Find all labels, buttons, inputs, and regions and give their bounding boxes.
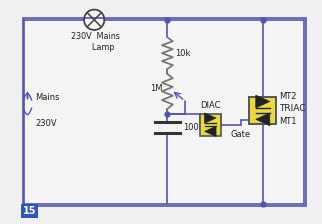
Text: TRIAC: TRIAC <box>279 104 305 113</box>
Text: DIAC: DIAC <box>200 101 221 110</box>
Polygon shape <box>204 126 216 136</box>
Polygon shape <box>204 113 216 123</box>
Text: MT2: MT2 <box>279 92 296 101</box>
Bar <box>249 97 276 124</box>
FancyBboxPatch shape <box>23 18 306 206</box>
Text: 10k: 10k <box>175 49 191 58</box>
Text: 230V  Mains
      Lamp: 230V Mains Lamp <box>71 32 120 52</box>
Text: 15: 15 <box>23 206 36 216</box>
Bar <box>200 114 221 136</box>
Text: 100nF: 100nF <box>183 123 209 132</box>
Text: Gate: Gate <box>231 130 251 140</box>
Text: 230V: 230V <box>35 119 57 128</box>
Text: Mains: Mains <box>35 93 60 101</box>
Text: MT1: MT1 <box>279 117 296 126</box>
Polygon shape <box>256 113 270 126</box>
Text: 1M: 1M <box>150 84 162 93</box>
Polygon shape <box>256 95 270 108</box>
